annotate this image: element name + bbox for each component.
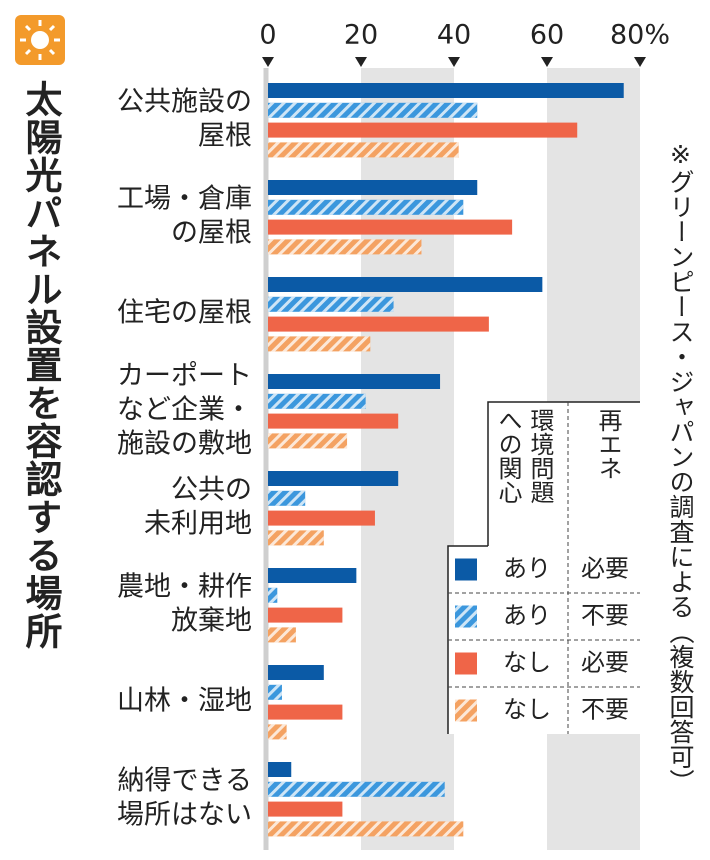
bar-hatch	[268, 393, 366, 409]
bar	[268, 801, 343, 817]
legend-header: 再エネ	[594, 408, 622, 480]
bar	[268, 219, 513, 235]
x-tick-label: 60	[530, 20, 564, 51]
x-tick-label: 0	[259, 20, 276, 51]
bar-hatch	[268, 199, 464, 215]
bar	[268, 568, 357, 583]
bar-hatch	[268, 587, 278, 603]
legend-swatch	[455, 558, 477, 581]
legend-label: なし	[503, 649, 551, 677]
tick-mark	[634, 57, 646, 67]
bar	[268, 665, 324, 680]
category-label: 施設の敷地	[117, 429, 252, 460]
category-label: 工場・倉庫	[117, 184, 252, 215]
sun-icon-core	[31, 31, 49, 49]
bar	[268, 122, 578, 138]
tick-mark	[262, 57, 274, 67]
tick-mark	[541, 57, 553, 67]
legend-label: 必要	[581, 649, 629, 677]
x-tick-label: 80%	[610, 20, 670, 51]
bar	[268, 374, 441, 389]
legend-label: 必要	[581, 555, 629, 583]
sun-rays	[20, 20, 60, 60]
legend-label: あり	[503, 602, 551, 630]
legend-swatch-hatch	[455, 699, 477, 722]
bar-hatch	[268, 724, 287, 740]
category-label: 場所はない	[117, 800, 252, 831]
category-label: 住宅の屋根	[117, 298, 252, 329]
legend-label: なし	[503, 696, 551, 724]
bar-hatch	[268, 296, 394, 312]
category-label: 山林・湿地	[117, 686, 252, 717]
bar-hatch	[268, 684, 282, 700]
bar	[268, 277, 543, 292]
legend-swatch	[455, 652, 477, 675]
grid-band	[361, 68, 454, 850]
category-label: 放棄地	[171, 606, 252, 637]
legend-border	[447, 545, 488, 734]
category-label: など企業・	[117, 395, 252, 426]
bar	[268, 471, 399, 486]
bar-hatch	[268, 102, 478, 118]
category-label: 公共施設の	[117, 87, 252, 118]
legend-header: 環境問題への関心	[494, 408, 554, 504]
x-tick-label: 20	[344, 20, 378, 51]
legend-border	[487, 401, 640, 546]
tick-mark	[448, 57, 460, 67]
legend-label: 不要	[581, 696, 629, 724]
category-label: 公共の	[171, 475, 252, 506]
bar-hatch	[268, 239, 422, 255]
bar	[268, 510, 375, 526]
bar	[268, 607, 343, 623]
bar-hatch	[268, 336, 371, 352]
x-tick-label: 40	[437, 20, 471, 51]
category-label: 納得できる	[118, 766, 252, 797]
category-label: カーポート	[117, 361, 252, 392]
category-label: 屋根	[198, 121, 252, 152]
source-note: ※グリーンピース・ジャパンの調査による（複数回答可）	[666, 140, 695, 794]
bar	[268, 762, 292, 777]
bar	[268, 83, 624, 98]
bar-hatch	[268, 530, 324, 546]
chart-title: 太陽光パネル設置を容認する場所	[19, 80, 62, 650]
category-label: 農地・耕作	[117, 572, 252, 603]
bar-hatch	[268, 821, 464, 837]
bar	[268, 180, 478, 195]
legend-header-bg	[488, 402, 640, 546]
bar-hatch	[268, 627, 296, 643]
bar	[268, 704, 343, 720]
bar-hatch	[268, 433, 348, 449]
tick-mark	[355, 57, 367, 67]
bar-hatch	[268, 781, 445, 797]
legend-label: あり	[503, 555, 551, 583]
bar-hatch	[268, 142, 459, 158]
category-label: 未利用地	[144, 509, 252, 540]
category-label: の屋根	[171, 218, 252, 249]
legend-swatch-hatch	[455, 605, 477, 628]
bar	[268, 316, 489, 332]
legend-label: 不要	[581, 602, 629, 630]
bar	[268, 413, 399, 429]
bar-hatch	[268, 490, 306, 506]
